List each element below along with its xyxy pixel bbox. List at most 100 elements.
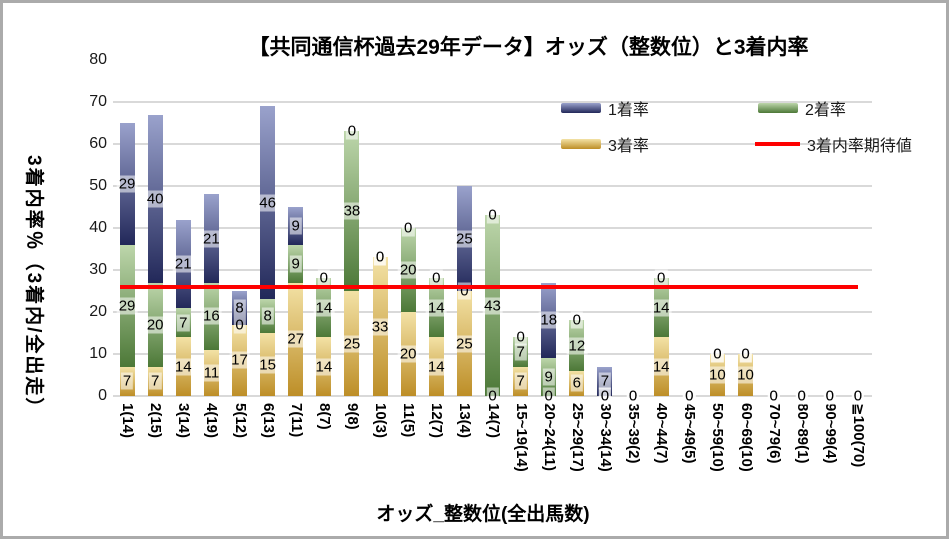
data-label: 20: [397, 345, 419, 363]
data-label: 0: [739, 345, 752, 363]
x-tick-label: 4(19): [203, 403, 221, 439]
data-label: 12: [566, 337, 588, 355]
legend-item-win-rate: 1着率: [561, 96, 649, 120]
data-label: 7: [598, 372, 612, 390]
data-label: 9: [542, 368, 555, 386]
x-tick-label: ≧100(70): [849, 403, 867, 468]
data-label: 9: [289, 217, 302, 235]
data-label: 0: [317, 269, 330, 287]
x-tick-label: 15~19(14): [512, 403, 530, 472]
chart-title: 【共同通信杯過去29年データ】オッズ（整数位）と3着内率: [113, 31, 944, 61]
data-label: 25: [454, 335, 475, 352]
x-tick-label: 3(14): [175, 403, 193, 439]
y-tick-label: 60: [89, 135, 107, 152]
gridline: [113, 185, 872, 187]
data-label: 9: [289, 255, 302, 273]
legend-swatch-second-rate: [758, 103, 798, 113]
y-tick-label: 40: [89, 219, 107, 236]
x-tick-label: 20~24(11): [540, 403, 558, 471]
data-label: 0: [514, 328, 527, 346]
data-label: 0: [626, 387, 640, 405]
data-label: 0: [598, 387, 612, 405]
data-label: 0: [486, 206, 499, 224]
x-tick-label: 11(5): [400, 403, 418, 438]
y-tick-label: 0: [98, 387, 107, 404]
y-tick-label: 30: [89, 261, 107, 278]
legend-label-expected-line: 3着内率期待値: [807, 138, 912, 155]
data-label: 0: [373, 248, 387, 266]
legend-item-third-rate: 3着率: [561, 132, 649, 156]
data-label: 20: [144, 316, 166, 334]
data-label: 14: [650, 358, 672, 376]
gridline: [113, 101, 872, 103]
data-label: 46: [257, 194, 278, 212]
data-label: 14: [172, 358, 194, 376]
legend-item-second-rate: 2着率: [758, 96, 846, 120]
data-label: 6: [570, 374, 583, 392]
data-label: 14: [313, 358, 335, 376]
data-label: 7: [514, 343, 527, 361]
data-label: 0: [233, 316, 246, 334]
x-tick-label: 35~39(2): [625, 403, 643, 464]
x-tick-label: 8(7): [315, 403, 333, 430]
data-label: 21: [201, 230, 222, 247]
x-axis-title: オッズ_整数位(全出馬数): [376, 504, 590, 525]
data-label: 7: [120, 372, 134, 390]
data-label: 29: [116, 175, 138, 193]
x-tick-label: 6(13): [259, 403, 277, 439]
data-label: 0: [401, 219, 415, 237]
data-label: 20: [397, 261, 419, 279]
data-label: 0: [851, 387, 865, 405]
data-label: 17: [229, 351, 250, 369]
data-label: 40: [144, 190, 166, 208]
data-label: 0: [683, 387, 696, 405]
gridline: [113, 143, 872, 145]
data-label: 8: [261, 307, 274, 325]
y-tick-label: 10: [89, 345, 107, 362]
x-tick-label: 1(14): [119, 403, 137, 439]
data-label: 25: [341, 335, 363, 352]
data-label: 7: [148, 372, 162, 390]
data-label: 14: [313, 299, 335, 317]
data-label: 0: [542, 387, 555, 405]
legend-label-third-rate: 3着率: [608, 138, 649, 155]
legend-expected-line-icon: [755, 142, 800, 146]
x-tick-label: 90~99(4): [821, 403, 839, 464]
y-tick-label: 70: [89, 93, 107, 110]
y-tick-label: 80: [89, 51, 107, 68]
data-label: 25: [454, 230, 475, 247]
data-label: 14: [425, 299, 447, 317]
x-tick-label: 13(4): [456, 403, 474, 439]
data-label: 7: [514, 372, 527, 390]
data-label: 0: [345, 122, 359, 140]
y-tick-label: 20: [89, 303, 107, 320]
data-label: 18: [538, 311, 560, 329]
x-tick-label: 30~34(14): [596, 403, 614, 472]
legend-swatch-win-rate: [561, 103, 601, 113]
data-label: 38: [341, 202, 363, 220]
data-label: 0: [570, 311, 583, 329]
data-label: 16: [201, 307, 222, 325]
data-label: 10: [707, 366, 728, 384]
expected-value-line: [120, 284, 858, 289]
x-tick-label: 14(7): [484, 403, 502, 439]
x-tick-label: 2(15): [147, 403, 165, 439]
data-label: 0: [823, 387, 836, 405]
data-label: 21: [172, 255, 194, 273]
data-label: 0: [795, 387, 808, 405]
data-label: 11: [201, 364, 222, 382]
x-tick-label: 10(3): [372, 403, 390, 439]
x-tick-label: 60~69(10): [737, 403, 755, 472]
data-label: 15: [257, 356, 278, 373]
x-tick-label: 9(8): [343, 403, 361, 430]
x-tick-label: 40~44(7): [653, 403, 671, 464]
data-label: 29: [116, 297, 138, 315]
data-label: 14: [425, 358, 447, 376]
x-tick-label: 45~49(5): [681, 403, 699, 464]
legend-item-expected-line: 3着内率期待値: [755, 132, 912, 156]
data-label: 7: [177, 314, 190, 331]
legend-swatch-third-rate: [561, 139, 601, 149]
data-label: 0: [430, 269, 443, 287]
x-tick-label: 7(11): [287, 403, 305, 438]
